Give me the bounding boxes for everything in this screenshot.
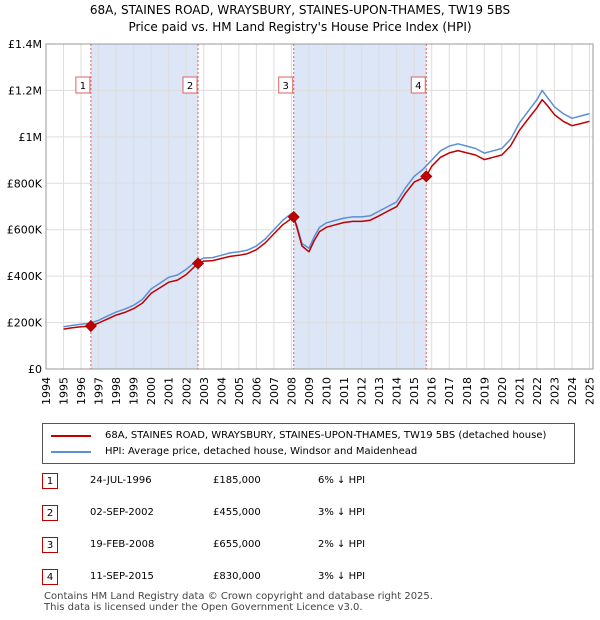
y-tick-label: £0 <box>28 363 42 376</box>
x-tick-label: 2022 <box>531 377 544 405</box>
x-tick-label: 2007 <box>268 377 281 405</box>
x-tick-label: 1996 <box>75 377 88 405</box>
transaction-date: 19-FEB-2008 <box>90 539 155 550</box>
transaction-hpi: 3% ↓ HPI <box>318 507 366 518</box>
transaction-marker: 2 <box>42 505 58 521</box>
shaded-span <box>293 44 427 369</box>
sale-marker <box>191 257 205 270</box>
sale-label: 2 <box>187 81 193 92</box>
x-tick-label: 2013 <box>373 377 386 405</box>
property-series-line <box>63 98 590 330</box>
transaction-marker: 3 <box>42 537 58 553</box>
x-tick-label: 2000 <box>145 377 158 405</box>
x-tick-label: 2001 <box>163 377 176 405</box>
sale-label-box <box>410 76 426 94</box>
chart-subtitle: Price paid vs. HM Land Registry's House … <box>128 20 472 34</box>
y-tick-label: £200K <box>7 317 43 330</box>
x-tick-label: 2002 <box>180 377 193 405</box>
transaction-marker: 4 <box>42 569 58 585</box>
x-tick-label: 1994 <box>40 377 53 405</box>
sale-label-box <box>182 76 198 94</box>
sale-label-box <box>75 76 91 94</box>
y-tick-label: £600K <box>7 224 43 237</box>
legend-label-hpi: HPI: Average price, detached house, Wind… <box>105 446 418 457</box>
hpi-series-line <box>63 89 590 328</box>
plot-frame <box>45 43 594 370</box>
x-tick-label: 2010 <box>321 377 334 405</box>
sale-marker <box>84 320 97 333</box>
sale-label-box <box>278 76 294 94</box>
legend: 68A, STAINES ROAD, WRAYSBURY, STAINES-UP… <box>42 423 575 464</box>
y-tick-label: £1M <box>19 131 43 144</box>
y-tick-label: £1.2M <box>8 84 42 97</box>
x-tick-label: 2008 <box>285 377 298 405</box>
x-tick-label: 2021 <box>513 377 526 405</box>
transaction-price: £655,000 <box>213 539 261 550</box>
x-tick-label: 2004 <box>215 377 228 405</box>
sale-marker <box>287 210 300 223</box>
y-tick-label: £1.4M <box>8 38 42 51</box>
chart-title: 68A, STAINES ROAD, WRAYSBURY, STAINES-UP… <box>89 3 511 17</box>
y-tick-label: £400K <box>7 270 43 283</box>
shaded-span <box>90 44 199 369</box>
x-tick-label: 2012 <box>356 377 369 405</box>
x-tick-label: 2011 <box>338 377 351 405</box>
x-tick-label: 2015 <box>408 377 421 405</box>
footer-licence: This data is licensed under the Open Gov… <box>44 602 363 613</box>
x-tick-label: 1999 <box>128 377 141 405</box>
x-tick-label: 2005 <box>233 377 246 405</box>
price-chart: 1 2 3 4 £0 £200K £400K £600K £800K £1M £1.2M £1.4M 1… <box>7 38 597 405</box>
x-tick-label: 2006 <box>250 377 263 405</box>
y-tick-label: £800K <box>7 177 43 190</box>
legend-label-property: 68A, STAINES ROAD, WRAYSBURY, STAINES-UP… <box>105 430 547 441</box>
sale-label: 3 <box>283 81 289 92</box>
transaction-row: 3 19-FEB-2008 £655,000 2% ↓ HPI <box>42 537 582 555</box>
legend-swatch-hpi <box>51 451 91 453</box>
sale-label: 4 <box>415 81 421 92</box>
transaction-date: 02-SEP-2002 <box>90 507 154 518</box>
sale-marker <box>420 170 433 183</box>
x-tick-label: 2009 <box>303 377 316 405</box>
x-tick-label: 2018 <box>461 377 474 405</box>
transaction-row: 4 11-SEP-2015 £830,000 3% ↓ HPI <box>42 569 582 587</box>
x-tick-label: 1997 <box>93 377 106 405</box>
transaction-hpi: 3% ↓ HPI <box>318 571 366 582</box>
transaction-price: £830,000 <box>213 571 261 582</box>
x-tick-label: 2025 <box>583 377 596 405</box>
x-tick-label: 2024 <box>566 377 579 405</box>
x-tick-label: 2003 <box>198 377 211 405</box>
x-tick-label: 2023 <box>548 377 561 405</box>
transaction-hpi: 2% ↓ HPI <box>318 539 366 550</box>
legend-swatch-property <box>51 435 91 437</box>
transaction-date: 11-SEP-2015 <box>90 571 154 582</box>
transaction-row: 1 24-JUL-1996 £185,000 6% ↓ HPI <box>42 473 582 491</box>
x-tick-label: 2014 <box>391 377 404 405</box>
x-tick-label: 2016 <box>426 377 439 405</box>
transaction-date: 24-JUL-1996 <box>90 475 152 486</box>
x-tick-label: 2017 <box>443 377 456 405</box>
x-tick-label: 2020 <box>496 377 509 405</box>
transaction-row: 2 02-SEP-2002 £455,000 3% ↓ HPI <box>42 505 582 523</box>
transaction-hpi: 6% ↓ HPI <box>318 475 366 486</box>
transaction-price: £455,000 <box>213 507 261 518</box>
transaction-marker: 1 <box>42 473 58 489</box>
x-tick-label: 1995 <box>58 377 71 405</box>
footer-copyright: Contains HM Land Registry data © Crown c… <box>44 591 433 602</box>
sale-label: 1 <box>80 81 86 92</box>
x-tick-label: 2019 <box>478 377 491 405</box>
x-tick-label: 1998 <box>110 377 123 405</box>
transaction-price: £185,000 <box>213 475 261 486</box>
